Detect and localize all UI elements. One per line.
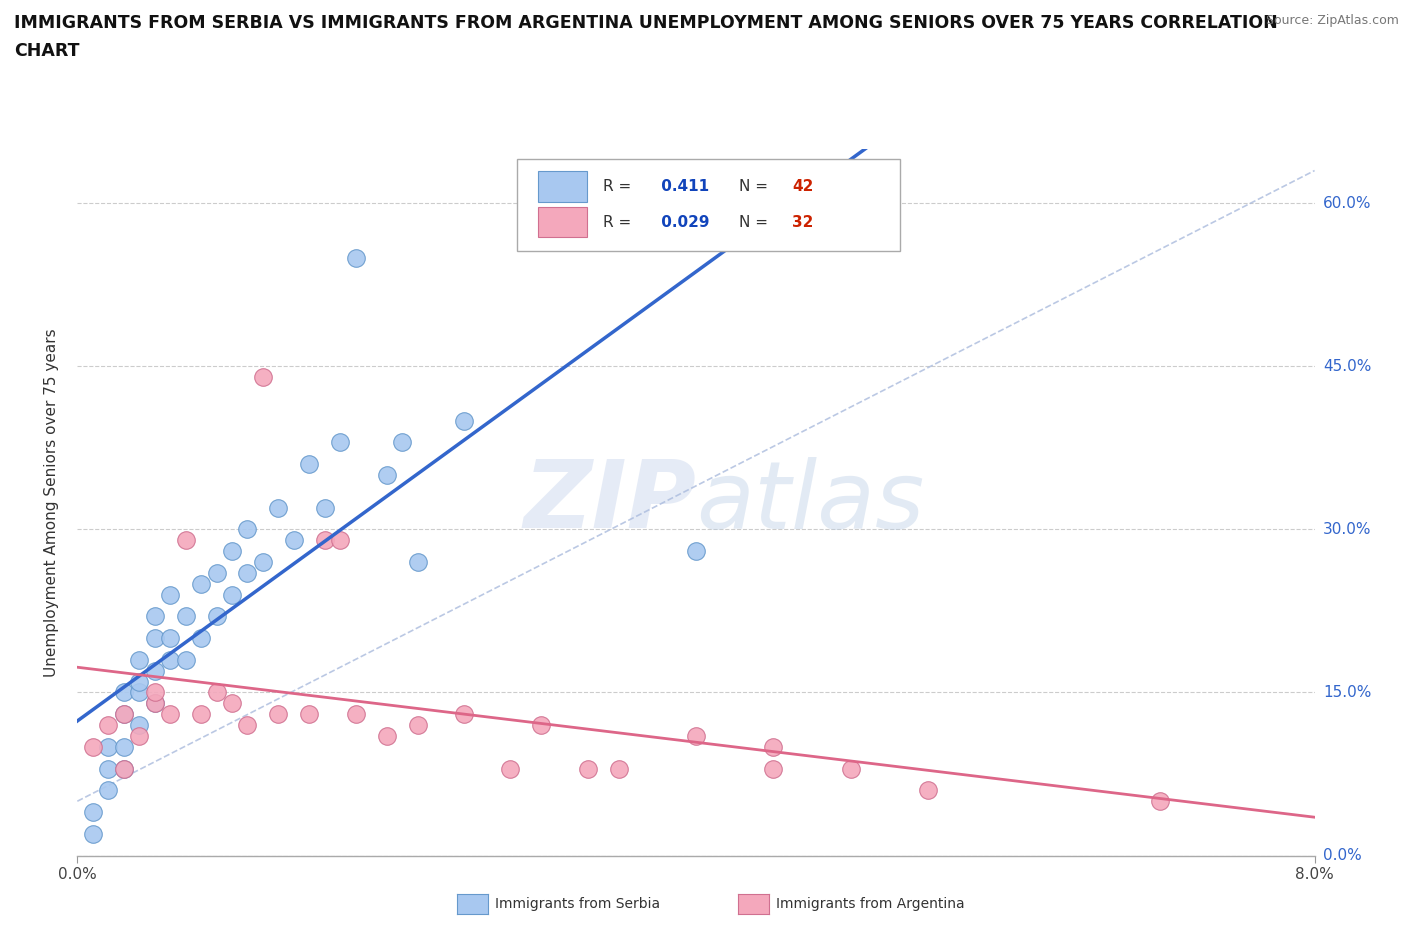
Text: 15.0%: 15.0% (1323, 685, 1371, 700)
FancyBboxPatch shape (516, 159, 900, 251)
Point (453, 707, 475, 722)
Point (329, 435, 352, 450)
Text: Immigrants from Serbia: Immigrants from Serbia (495, 897, 659, 911)
Point (159, 631, 181, 645)
Point (375, 728, 398, 743)
Text: 0.0%: 0.0% (1323, 848, 1361, 863)
Point (112, 761, 135, 776)
Point (607, 761, 630, 776)
Point (283, 533, 305, 548)
Point (236, 565, 259, 580)
Point (97, 761, 120, 776)
Point (252, 554, 274, 569)
Point (329, 533, 352, 548)
Point (128, 728, 150, 743)
Point (917, 783, 939, 798)
Point (128, 653, 150, 668)
Y-axis label: Unemployment Among Seniors over 75 years: Unemployment Among Seniors over 75 years (44, 328, 59, 676)
Point (143, 685, 166, 700)
Point (685, 728, 707, 743)
Text: 0.411: 0.411 (657, 179, 710, 194)
Point (576, 761, 599, 776)
Point (112, 707, 135, 722)
Point (406, 718, 429, 733)
Point (174, 533, 197, 548)
Point (530, 718, 553, 733)
Text: Immigrants from Argentina: Immigrants from Argentina (776, 897, 965, 911)
Point (314, 533, 336, 548)
Text: CHART: CHART (14, 42, 80, 60)
Point (499, 761, 522, 776)
Text: atlas: atlas (696, 457, 924, 548)
Text: IMMIGRANTS FROM SERBIA VS IMMIGRANTS FROM ARGENTINA UNEMPLOYMENT AMONG SENIORS O: IMMIGRANTS FROM SERBIA VS IMMIGRANTS FRO… (14, 14, 1278, 32)
Point (128, 685, 150, 700)
Bar (537, 171, 588, 202)
Point (839, 761, 862, 776)
Point (406, 554, 429, 569)
Point (128, 718, 150, 733)
Point (97, 783, 120, 798)
Point (82, 804, 104, 819)
Point (143, 696, 166, 711)
Text: N =: N = (740, 179, 773, 194)
Point (221, 696, 243, 711)
Point (112, 707, 135, 722)
Point (112, 761, 135, 776)
Point (82, 739, 104, 754)
Point (159, 707, 181, 722)
Text: R =: R = (603, 215, 637, 230)
Point (112, 685, 135, 700)
Point (236, 522, 259, 537)
Text: 30.0%: 30.0% (1323, 522, 1371, 537)
Point (298, 707, 321, 722)
Point (252, 370, 274, 385)
Point (190, 707, 212, 722)
Point (344, 707, 367, 722)
Text: 45.0%: 45.0% (1323, 359, 1371, 374)
Point (685, 544, 707, 559)
Point (112, 739, 135, 754)
Point (143, 609, 166, 624)
Text: 0.029: 0.029 (657, 215, 710, 230)
Bar (537, 206, 588, 237)
Point (190, 577, 212, 591)
Point (344, 250, 367, 265)
Point (453, 413, 475, 428)
Point (762, 739, 785, 754)
Point (174, 609, 197, 624)
Point (97, 739, 120, 754)
Point (314, 500, 336, 515)
Point (143, 696, 166, 711)
Point (221, 544, 243, 559)
Point (205, 565, 228, 580)
Point (236, 718, 259, 733)
Text: 60.0%: 60.0% (1323, 195, 1371, 211)
Point (298, 457, 321, 472)
Point (375, 468, 398, 483)
Text: 32: 32 (793, 215, 814, 230)
Point (190, 631, 212, 645)
Text: R =: R = (603, 179, 637, 194)
Point (391, 435, 413, 450)
Point (205, 685, 228, 700)
Point (1149, 794, 1171, 809)
Point (82, 827, 104, 842)
Point (205, 609, 228, 624)
Point (174, 653, 197, 668)
Text: ZIP: ZIP (523, 457, 696, 548)
Point (221, 587, 243, 602)
Text: 42: 42 (793, 179, 814, 194)
Point (143, 663, 166, 678)
Point (128, 674, 150, 689)
Text: Source: ZipAtlas.com: Source: ZipAtlas.com (1265, 14, 1399, 27)
Point (159, 653, 181, 668)
Point (762, 761, 785, 776)
Point (159, 587, 181, 602)
Text: N =: N = (740, 215, 773, 230)
Point (97, 718, 120, 733)
Point (143, 631, 166, 645)
Point (267, 707, 290, 722)
Point (267, 500, 290, 515)
